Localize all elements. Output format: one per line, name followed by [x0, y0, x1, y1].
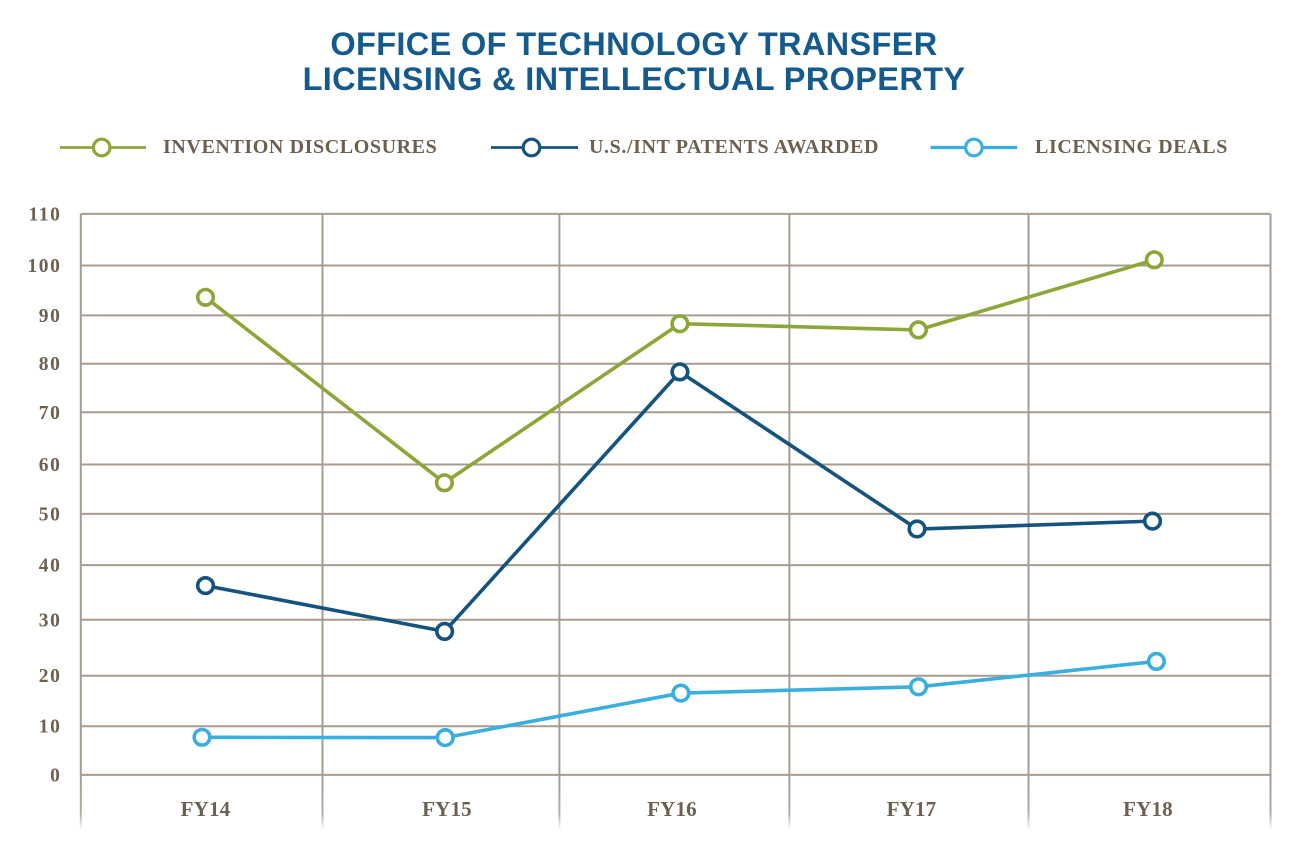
svg-text:50: 50 [39, 504, 62, 525]
svg-text:FY14: FY14 [181, 797, 231, 821]
svg-text:FY16: FY16 [647, 797, 697, 821]
svg-text:110: 110 [29, 204, 62, 225]
svg-text:100: 100 [27, 256, 61, 277]
svg-text:70: 70 [39, 403, 62, 424]
svg-text:40: 40 [39, 556, 62, 577]
svg-text:30: 30 [39, 610, 62, 631]
svg-text:FY18: FY18 [1123, 797, 1173, 821]
svg-text:60: 60 [39, 455, 62, 476]
svg-text:FY17: FY17 [887, 797, 937, 821]
svg-text:90: 90 [39, 306, 62, 327]
svg-text:20: 20 [39, 666, 62, 687]
svg-text:80: 80 [39, 354, 62, 375]
svg-text:0: 0 [50, 765, 61, 786]
svg-text:10: 10 [39, 717, 62, 738]
svg-text:FY15: FY15 [422, 797, 472, 821]
